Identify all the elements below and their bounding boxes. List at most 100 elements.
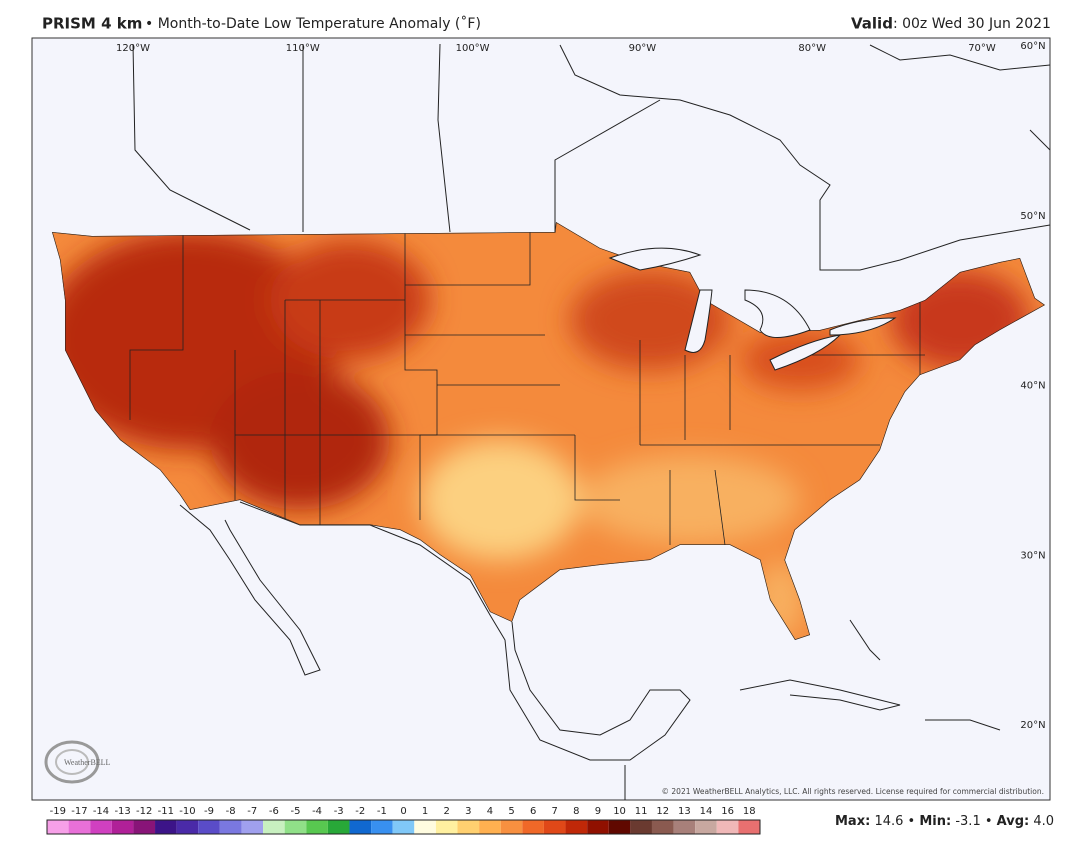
product-title: PRISM 4 km xyxy=(42,15,142,33)
colorbar-swatch xyxy=(543,820,566,834)
stat-value: 14.6 xyxy=(874,814,903,829)
stats-line: Max: 14.6 • Min: -3.1 • Avg: 4.0 xyxy=(835,814,1054,829)
lake-superior xyxy=(608,247,702,271)
stat-value: 4.0 xyxy=(1033,814,1054,829)
stat-name: Max: xyxy=(835,814,870,829)
colorbar-label: 14 xyxy=(700,806,713,817)
product-subtitle: • Month-to-Date Low Temperature Anomaly … xyxy=(145,15,481,32)
colorbar-swatch xyxy=(219,820,242,834)
colorbar-label: -11 xyxy=(158,806,174,817)
stat-value: -3.1 xyxy=(955,814,980,829)
colorbar-label: -3 xyxy=(334,806,344,817)
latitude-label: 20°N xyxy=(1020,720,1045,731)
coastline xyxy=(1029,129,1051,151)
stats: Max: 14.6 • Min: -3.1 • Avg: 4.0 xyxy=(835,814,1054,829)
state-line xyxy=(574,435,620,501)
longitude-label: 100°W xyxy=(456,43,490,54)
longitude-label: 80°W xyxy=(798,43,826,54)
lake-ontario xyxy=(829,317,897,336)
colorbar-label: -7 xyxy=(247,806,257,817)
state-lines xyxy=(129,232,925,546)
latitude-label: 60°N xyxy=(1020,41,1045,52)
colorbar-label: 10 xyxy=(613,806,626,817)
border-line xyxy=(132,43,251,231)
logo-swirl xyxy=(44,740,100,784)
field-patch xyxy=(210,370,390,510)
colorbar-label: 16 xyxy=(721,806,734,817)
colorbar-label: 1 xyxy=(422,806,428,817)
colorbar-swatch xyxy=(68,820,91,834)
colorbar-label: 12 xyxy=(656,806,669,817)
colorbar-label: 18 xyxy=(743,806,756,817)
colorbar-swatch xyxy=(392,820,415,834)
coastline xyxy=(179,504,321,676)
colorbar-label: -13 xyxy=(114,806,130,817)
longitude-label: 110°W xyxy=(286,43,320,54)
colorbar-swatch xyxy=(738,820,760,834)
stat-name: Min: xyxy=(919,814,951,829)
colorbar-swatch xyxy=(111,820,134,834)
colorbar-swatch xyxy=(500,820,523,834)
colorbar-swatch xyxy=(608,820,631,834)
colorbar-label: -9 xyxy=(204,806,214,817)
logo-swirl xyxy=(55,749,89,775)
colorbar-swatch xyxy=(263,820,285,834)
colorbar-swatch xyxy=(457,820,480,834)
colorbar-swatch xyxy=(673,820,696,834)
state-line xyxy=(129,232,184,420)
colorbar-label: 5 xyxy=(508,806,514,817)
logo: WeatherBELL xyxy=(44,740,111,784)
colorbar-label: 13 xyxy=(678,806,691,817)
colorbar-swatch xyxy=(522,820,544,834)
colorbar-label: -12 xyxy=(136,806,152,817)
colorbar-swatch xyxy=(155,820,177,834)
state-line xyxy=(404,232,438,520)
longitude-label: 120°W xyxy=(116,43,150,54)
colorbar-swatch xyxy=(371,820,393,834)
colorbar-label: -10 xyxy=(179,806,195,817)
lake-michigan xyxy=(684,289,713,353)
colorbar-swatch xyxy=(198,820,220,834)
island xyxy=(739,679,901,711)
colorbar-swatch xyxy=(306,820,328,834)
logo-text: WeatherBELL xyxy=(64,758,111,767)
latitude-label: 40°N xyxy=(1020,381,1045,392)
colorbar-label: -19 xyxy=(50,806,66,817)
latitude-label: 30°N xyxy=(1020,550,1045,561)
colorbar-swatch xyxy=(133,820,156,834)
colorbar-swatch xyxy=(479,820,501,834)
colorbar-swatch xyxy=(90,820,112,834)
colorbar-swatch xyxy=(651,820,674,834)
latitude-labels: 60°N 50°N 40°N 30°N 20°N xyxy=(1020,41,1045,731)
colorbar-swatch xyxy=(47,820,69,834)
colorbar-label: -5 xyxy=(290,806,300,817)
colorbar-label: -17 xyxy=(71,806,87,817)
border-line xyxy=(554,99,661,232)
lake-huron xyxy=(744,289,811,338)
state-line xyxy=(714,469,726,546)
colorbar-label: -4 xyxy=(312,806,322,817)
colorbar-swatch xyxy=(176,820,199,834)
coastline xyxy=(559,44,1051,271)
colorbar-swatch xyxy=(587,820,609,834)
colorbar-label: 11 xyxy=(635,806,648,817)
longitude-labels: 120°W 110°W 100°W 90°W 80°W 70°W xyxy=(116,43,996,54)
border-line xyxy=(437,43,451,233)
longitude-label: 70°W xyxy=(968,43,996,54)
colorbar-label: 9 xyxy=(595,806,601,817)
valid-time: : 00z Wed 30 Jun 2021 xyxy=(893,16,1051,32)
great-lakes xyxy=(608,247,897,371)
colorbar-swatch xyxy=(327,820,350,834)
stat-name: Avg: xyxy=(997,814,1030,829)
colorbar-label: -14 xyxy=(93,806,109,817)
colorbar-swatch xyxy=(716,820,739,834)
colorbar-swatch xyxy=(565,820,588,834)
colorbar-label: -1 xyxy=(377,806,387,817)
colorbar-swatch xyxy=(349,820,372,834)
longitude-label: 90°W xyxy=(629,43,657,54)
colorbar-label: -8 xyxy=(226,806,236,817)
colorbar-swatch xyxy=(695,820,717,834)
field-patch xyxy=(580,455,800,545)
colorbar-label: 8 xyxy=(573,806,579,817)
